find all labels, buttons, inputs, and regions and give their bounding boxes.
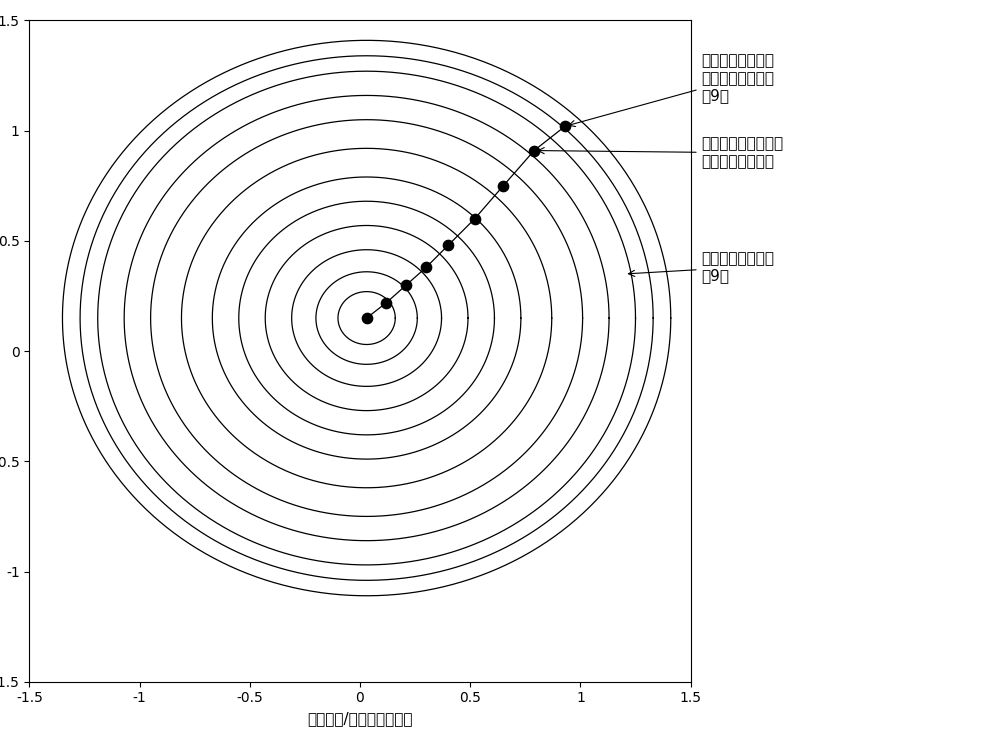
Text: 由共同工作点连起来
确定的共同工作线: 由共同工作点连起来 确定的共同工作线 [538,136,784,169]
Point [557,120,573,132]
Point [440,239,456,251]
Point [418,262,434,273]
Point [495,180,511,192]
X-axis label: 折合流量/设计点折合流量: 折合流量/设计点折合流量 [307,711,413,726]
Point [398,279,414,291]
Text: 由稳态运行参数确
定的共同工作点，
共9个: 由稳态运行参数确 定的共同工作点， 共9个 [569,53,775,127]
Point [526,144,542,156]
Point [378,296,394,308]
Point [467,213,483,225]
Point [359,312,375,324]
Text: 初始等转速曲线，
共9条: 初始等转速曲线， 共9条 [629,251,775,284]
